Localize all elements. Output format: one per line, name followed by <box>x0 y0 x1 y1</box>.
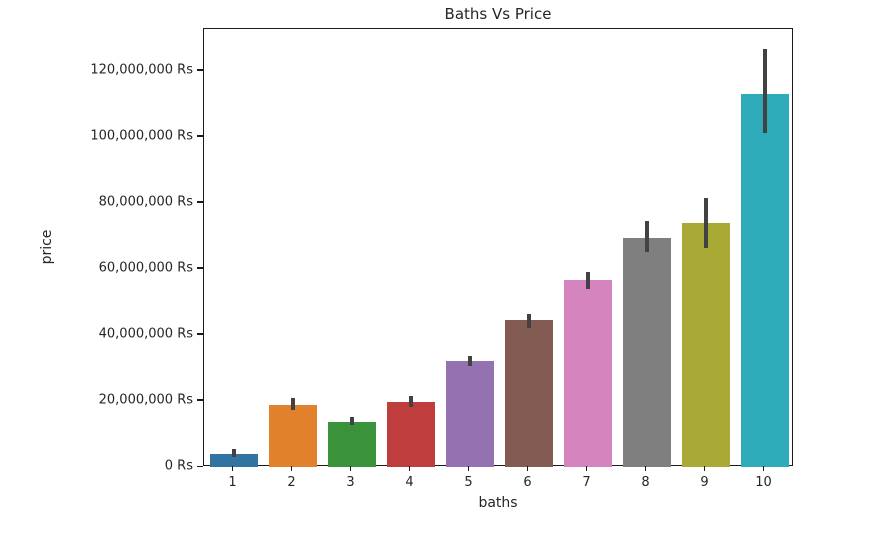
error-bar-baths-9 <box>703 197 708 248</box>
y-tick-mark <box>197 465 203 467</box>
y-tick-mark <box>197 135 203 137</box>
x-tick-label: 1 <box>228 475 237 490</box>
y-tick-mark <box>197 69 203 71</box>
x-tick-label: 7 <box>582 475 591 490</box>
bar-baths-4 <box>386 401 435 467</box>
error-bar-baths-6 <box>526 313 531 329</box>
x-tick-mark <box>762 466 765 471</box>
x-tick-mark <box>349 466 352 471</box>
bar-baths-6 <box>504 320 553 467</box>
x-tick-label: 4 <box>405 475 414 490</box>
error-bar-baths-1 <box>231 448 236 458</box>
error-bar-baths-5 <box>467 356 472 366</box>
bar-baths-1 <box>209 453 258 467</box>
x-tick-mark <box>290 466 293 471</box>
error-bar-baths-3 <box>349 416 354 426</box>
error-bar-baths-8 <box>644 221 649 252</box>
x-axis-label: baths <box>478 495 518 511</box>
bar-baths-8 <box>622 237 671 467</box>
x-tick-label: 3 <box>346 475 355 490</box>
bar-baths-5 <box>445 361 494 467</box>
x-tick-label: 10 <box>755 475 772 490</box>
error-bar-baths-4 <box>408 396 413 407</box>
y-axis-label: price <box>39 229 55 265</box>
error-bar-baths-10 <box>762 48 767 133</box>
x-tick-mark <box>467 466 470 471</box>
x-tick-label: 5 <box>464 475 473 490</box>
plot-area <box>203 28 793 467</box>
y-tick-label: 40,000,000 Rs <box>98 326 193 342</box>
chart-title: Baths Vs Price <box>444 5 552 23</box>
x-tick-mark <box>585 466 588 471</box>
error-bar-baths-7 <box>585 271 590 290</box>
y-tick-mark <box>197 399 203 401</box>
y-tick-mark <box>197 267 203 269</box>
x-tick-mark <box>408 466 411 471</box>
bar-baths-3 <box>327 421 376 467</box>
x-tick-label: 9 <box>700 475 709 490</box>
y-tick-label: 60,000,000 Rs <box>98 260 193 276</box>
y-tick-label: 80,000,000 Rs <box>98 194 193 210</box>
error-bar-baths-2 <box>290 398 295 410</box>
x-tick-mark <box>231 466 234 471</box>
x-tick-label: 6 <box>523 475 532 490</box>
y-tick-mark <box>197 201 203 203</box>
x-tick-label: 2 <box>287 475 296 490</box>
y-tick-label: 0 Rs <box>164 458 193 474</box>
bar-baths-2 <box>268 404 317 467</box>
x-tick-mark <box>703 466 706 471</box>
y-tick-label: 100,000,000 Rs <box>90 128 193 144</box>
x-tick-label: 8 <box>641 475 650 490</box>
bar-baths-7 <box>563 279 612 467</box>
bar-baths-10 <box>740 94 789 467</box>
y-tick-mark <box>197 333 203 335</box>
x-tick-mark <box>526 466 529 471</box>
y-tick-label: 20,000,000 Rs <box>98 392 193 408</box>
y-tick-label: 120,000,000 Rs <box>90 62 193 78</box>
bar-baths-9 <box>681 223 730 467</box>
x-tick-mark <box>644 466 647 471</box>
